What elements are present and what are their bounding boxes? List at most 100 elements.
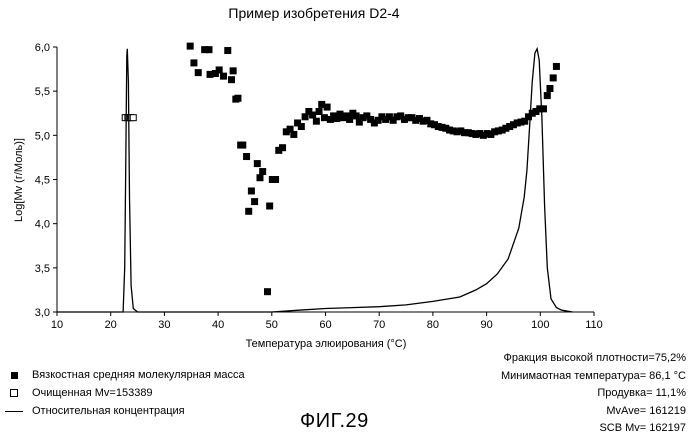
viscosity-mv-point — [301, 113, 309, 121]
viscosity-mv-point — [234, 94, 242, 102]
annotation-purge: Продувка= 11,1% — [597, 387, 686, 399]
viscosity-mv-point — [355, 118, 363, 126]
viscosity-mv-point — [453, 128, 461, 136]
viscosity-mv-point — [243, 153, 251, 161]
viscosity-mv-point — [400, 115, 408, 123]
viscosity-mv-point — [190, 59, 198, 67]
x-tick-label: 80 — [427, 319, 439, 331]
viscosity-mv-point — [275, 146, 283, 154]
y-tick-label: 3,5 — [35, 263, 50, 275]
legend-item-concentration: Относительная концентрация — [4, 402, 245, 420]
viscosity-mv-point — [517, 118, 525, 126]
viscosity-mv-point — [438, 123, 446, 131]
x-tick-label: 60 — [319, 319, 331, 331]
y-tick-label: 5,5 — [35, 86, 50, 98]
annotation-scb-mv: SCB Mv= 162197 — [599, 422, 686, 434]
x-tick-label: 10 — [51, 319, 63, 331]
viscosity-mv-point — [423, 116, 431, 124]
annotation-mvave: MvAve= 161219 — [606, 404, 686, 417]
viscosity-mv-point — [336, 110, 344, 118]
x-tick-label: 30 — [158, 319, 170, 331]
viscosity-mv-point — [532, 107, 540, 115]
viscosity-mv-point — [315, 107, 323, 115]
viscosity-mv-point — [309, 111, 317, 119]
viscosity-mv-point — [359, 114, 367, 122]
viscosity-mv-point — [279, 144, 287, 152]
viscosity-mv-point — [408, 114, 416, 122]
viscosity-mv-point — [245, 207, 253, 215]
viscosity-mv-point — [536, 105, 544, 113]
legend-label: Относительная концентрация — [32, 405, 185, 417]
viscosity-mv-point — [382, 115, 390, 123]
viscosity-mv-point — [211, 70, 219, 77]
filled-square-marker-icon — [4, 371, 24, 379]
viscosity-mv-point — [297, 123, 305, 130]
viscosity-mv-point — [393, 113, 401, 121]
viscosity-mv-point — [346, 115, 354, 123]
viscosity-mv-point — [266, 202, 274, 210]
viscosity-mv-point — [305, 107, 313, 115]
viscosity-mv-point — [528, 109, 536, 117]
viscosity-mv-point — [264, 288, 272, 296]
viscosity-mv-point — [229, 67, 237, 75]
viscosity-mv-point — [318, 100, 326, 108]
viscosity-mv-point — [206, 70, 214, 78]
viscosity-mv-point — [434, 123, 442, 130]
viscosity-mv-point — [543, 92, 551, 100]
y-tick-label: 4,0 — [35, 219, 50, 231]
viscosity-mv-point — [352, 112, 360, 120]
legend-item-purified: Очищенная Mv=153389 — [4, 384, 245, 402]
viscosity-mv-point — [228, 76, 236, 84]
viscosity-mv-point — [385, 113, 393, 121]
viscosity-mv-point — [476, 130, 484, 138]
viscosity-mv-point — [286, 125, 294, 133]
viscosity-mv-point — [294, 119, 302, 127]
viscosity-mv-point — [215, 66, 223, 74]
x-tick-label: 20 — [105, 319, 117, 331]
x-axis: 10 20 30 40 50 60 70 80 90 100 110 — [51, 311, 603, 331]
viscosity-mv-point — [290, 130, 298, 138]
viscosity-mv-point — [239, 141, 247, 149]
legend: Вязкостная средняя молекулярная масса Оч… — [4, 366, 245, 420]
viscosity-mv-point — [479, 131, 487, 139]
legend-label: Вязкостная средняя молекулярная масса — [32, 369, 245, 381]
viscosity-mv-point — [546, 85, 554, 93]
viscosity-mv-point — [224, 47, 232, 55]
viscosity-mv-point — [461, 129, 469, 137]
viscosity-mv-point — [457, 127, 465, 135]
x-tick-label: 50 — [266, 319, 278, 331]
viscosity-mv-point — [498, 126, 506, 134]
viscosity-mv-point — [449, 127, 457, 135]
viscosity-mv-point — [483, 130, 491, 138]
viscosity-mv-point — [282, 128, 290, 136]
viscosity-mv-point — [487, 130, 495, 138]
viscosity-mv-point — [513, 119, 521, 127]
viscosity-mv-point — [194, 69, 202, 77]
viscosity-mv-point — [219, 72, 227, 80]
viscosity-mv-point — [389, 116, 397, 124]
viscosity-mv-point — [540, 105, 548, 113]
x-tick-label: 40 — [212, 319, 224, 331]
viscosity-mv-point — [524, 113, 532, 121]
viscosity-mv-point — [333, 115, 341, 123]
viscosity-mv-point — [404, 114, 412, 122]
viscosity-mv-point — [312, 117, 320, 125]
viscosity-mv-point — [502, 124, 510, 132]
viscosity-mv-point — [201, 46, 209, 54]
y-tick-label: 4,5 — [35, 175, 50, 187]
viscosity-mv-point — [509, 121, 517, 129]
viscosity-mv-point — [464, 129, 472, 137]
y-axis: 3,0 3,5 4,0 4,5 5,0 5,5 6,0 — [35, 42, 58, 319]
viscosity-mv-point — [468, 130, 476, 138]
viscosity-mv-point — [419, 117, 427, 125]
viscosity-mv-point — [521, 117, 529, 125]
viscosity-mv-point — [320, 114, 328, 122]
viscosity-mv-point — [412, 116, 420, 124]
viscosity-mv-point — [272, 176, 280, 183]
viscosity-mv-point — [491, 128, 499, 136]
y-tick-label: 5,0 — [35, 130, 50, 142]
chart-title: Пример изобретения D2-4 — [228, 5, 399, 21]
viscosity-mv-point — [370, 119, 378, 127]
x-axis-label: Температура элюирования (°C) — [246, 338, 407, 350]
